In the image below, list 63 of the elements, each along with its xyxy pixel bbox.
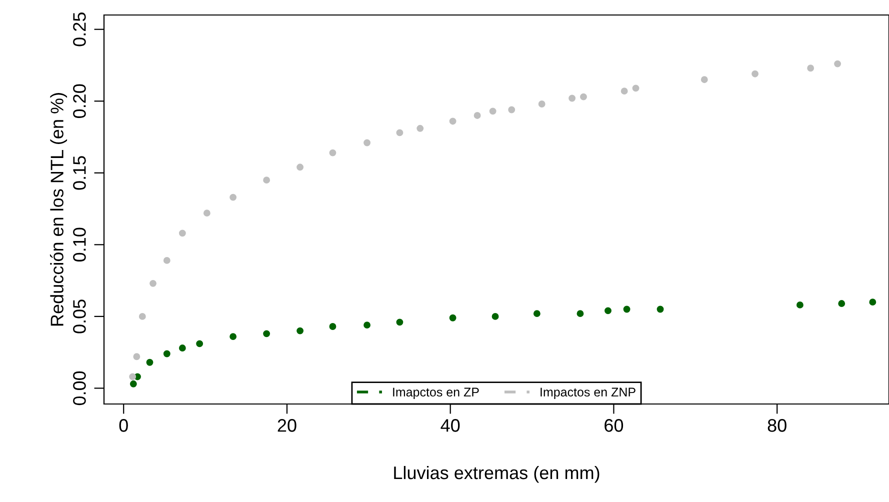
point: [474, 112, 481, 119]
point: [230, 333, 237, 340]
point: [230, 194, 237, 201]
point: [396, 318, 404, 326]
point: [296, 327, 304, 334]
point: [576, 310, 584, 318]
point: [329, 323, 336, 330]
y-tick-label: 0.05: [73, 300, 86, 334]
point: [838, 300, 846, 307]
point: [416, 124, 424, 132]
point: [869, 298, 876, 306]
point: [178, 230, 186, 237]
point: [623, 306, 630, 313]
legend-label: Imapctos en ZP: [393, 388, 479, 399]
point: [133, 353, 140, 360]
point: [604, 307, 612, 314]
y-tick-label: 0.00: [73, 371, 86, 406]
point: [508, 106, 516, 114]
point: [449, 314, 456, 322]
point: [196, 340, 204, 348]
point: [130, 380, 137, 388]
point: [752, 70, 759, 78]
legend-label: Impactos en ZNP: [540, 388, 636, 399]
point: [620, 88, 628, 95]
point: [296, 164, 304, 171]
point: [263, 330, 270, 338]
point: [129, 373, 136, 380]
point: [632, 84, 640, 92]
point: [263, 176, 270, 184]
point: [163, 256, 170, 264]
point: [449, 118, 456, 125]
y-tick-label: 0.25: [73, 12, 86, 46]
point: [807, 64, 814, 72]
point: [796, 301, 804, 308]
point: [138, 312, 146, 320]
x-tick-label: 40: [440, 419, 460, 432]
point: [700, 76, 708, 84]
point: [656, 306, 664, 313]
point: [178, 344, 186, 352]
point: [396, 129, 404, 136]
point: [150, 280, 156, 287]
point: [568, 94, 576, 102]
point: [834, 60, 842, 68]
y-axis-title: Reducción en los NTL (en %): [50, 93, 68, 326]
point: [146, 358, 154, 366]
y-tick-label: 0.20: [73, 84, 86, 118]
x-tick-label: 60: [604, 419, 624, 432]
x-axis-title: Lluvias extremas (en mm): [394, 466, 600, 483]
x-tick-label: 20: [278, 419, 296, 432]
y-tick-label: 0.15: [73, 156, 86, 190]
point: [580, 93, 587, 100]
point: [203, 210, 210, 217]
point: [329, 149, 336, 156]
point: [533, 310, 540, 318]
point: [492, 312, 499, 320]
y-tick-label: 0.10: [73, 228, 86, 262]
point: [538, 100, 546, 108]
point: [364, 139, 370, 146]
point: [489, 108, 496, 115]
point: [364, 322, 370, 329]
x-tick-label: 80: [768, 419, 786, 432]
x-tick-label: 0: [119, 419, 128, 432]
point: [163, 350, 170, 358]
